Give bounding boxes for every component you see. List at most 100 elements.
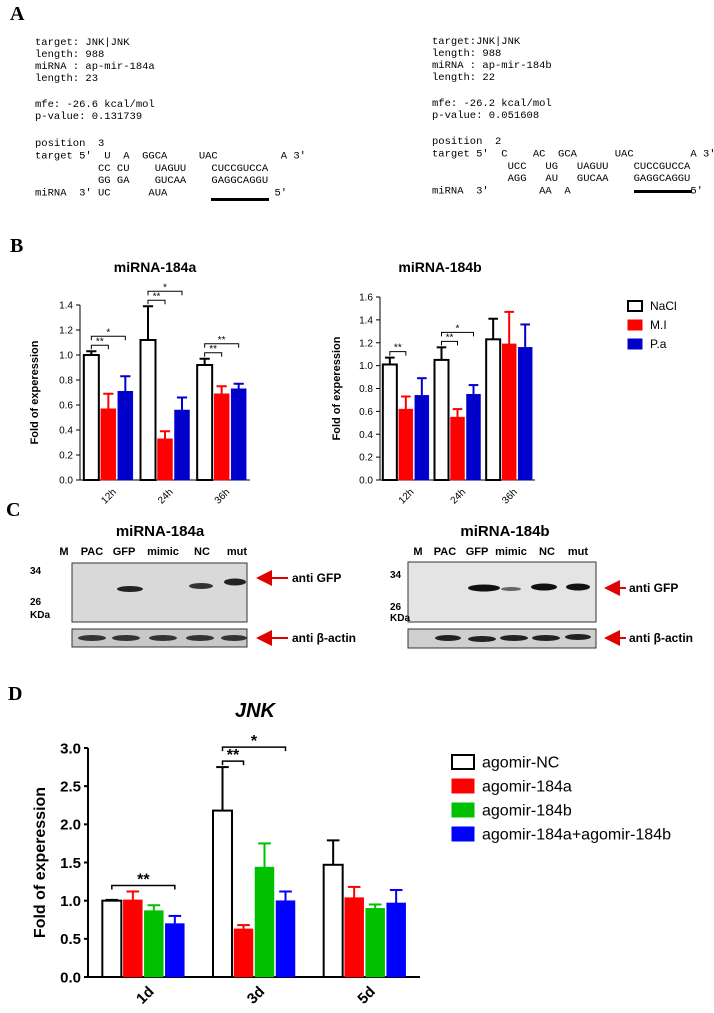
bar bbox=[501, 343, 517, 481]
bar bbox=[230, 388, 247, 481]
bar bbox=[344, 897, 364, 978]
legend-label: agomir-NC bbox=[482, 755, 559, 772]
bar bbox=[196, 364, 214, 481]
lane-label: GFP bbox=[113, 546, 136, 558]
significance-bracket bbox=[204, 352, 223, 357]
x-tick-label: 5d bbox=[354, 983, 378, 1007]
significance-label: * bbox=[163, 282, 167, 293]
bar bbox=[322, 863, 344, 978]
lane-label: PAC bbox=[81, 546, 103, 558]
alignment-line: miRNA 3' UC AUA 5' bbox=[35, 188, 287, 200]
alignment-line: p-value: 0.131739 bbox=[35, 111, 142, 123]
probe-label: anti GFP bbox=[629, 581, 678, 595]
alignment-line: position 2 bbox=[432, 136, 501, 148]
legend-swatch bbox=[451, 754, 475, 770]
bar bbox=[174, 409, 190, 481]
legend-swatch bbox=[627, 300, 643, 312]
alignment-line: length: 988 bbox=[35, 49, 104, 61]
bar bbox=[117, 391, 134, 481]
legend-label: agomir-184a+agomir-184b bbox=[482, 827, 671, 844]
blot-image bbox=[71, 562, 248, 648]
y-axis-label: Fold of experession bbox=[29, 340, 41, 444]
y-tick-label: 1.2 bbox=[359, 338, 373, 349]
lane-label: M bbox=[413, 546, 422, 558]
panel-label: C bbox=[6, 499, 20, 521]
alignment-line: miRNA : ap-mir-184a bbox=[35, 61, 155, 73]
y-axis-label: Fold of experession bbox=[32, 787, 49, 938]
bar bbox=[414, 395, 430, 481]
y-tick-label: 1.0 bbox=[59, 351, 73, 362]
lane-label: mut bbox=[227, 546, 248, 558]
alignment-line: GG GA GUCAA GAGGCAGGU bbox=[35, 175, 268, 187]
arrows bbox=[256, 570, 626, 646]
alignment-line: UCC UG UAGUU CUCCGUCCA bbox=[432, 161, 691, 173]
blot-image bbox=[407, 561, 597, 649]
y-tick-label: 0.0 bbox=[59, 476, 73, 487]
alignment-line: length: 988 bbox=[432, 48, 501, 60]
panel-label: D bbox=[8, 683, 22, 705]
significance-bracket bbox=[204, 343, 240, 348]
alignment-line: AGG AU GUCAA GAGGCAGGU bbox=[432, 173, 690, 185]
y-tick-label: 0.5 bbox=[60, 931, 81, 948]
significance-bracket bbox=[441, 331, 474, 337]
alignment-line: miRNA : ap-mir-184b bbox=[432, 60, 552, 72]
legend-label: agomir-184a bbox=[482, 779, 572, 796]
marker-unit: KDa bbox=[30, 610, 50, 621]
significance-bracket bbox=[111, 884, 176, 890]
x-tick-label: 24h bbox=[449, 487, 469, 507]
lane-label: PAC bbox=[434, 546, 456, 558]
significance-bracket bbox=[90, 335, 126, 341]
y-tick-label: 2.0 bbox=[60, 817, 81, 834]
bar bbox=[485, 338, 502, 481]
significance-bracket bbox=[90, 344, 109, 350]
alignment-line: miRNA 3' AA A 5' bbox=[432, 186, 703, 198]
significance-bracket bbox=[389, 351, 407, 356]
bar bbox=[466, 393, 481, 481]
legend-swatch bbox=[627, 338, 643, 350]
bar bbox=[82, 354, 100, 481]
lane-label: M bbox=[59, 546, 68, 558]
significance-label: ** bbox=[227, 747, 240, 764]
alignment-line: target 5' C AC GCA UAC A 3' bbox=[432, 148, 714, 160]
lane-label: NC bbox=[539, 546, 555, 558]
significance-bracket bbox=[221, 746, 287, 752]
y-tick-label: 1.5 bbox=[60, 855, 81, 872]
bar bbox=[381, 363, 398, 482]
bar bbox=[101, 899, 123, 979]
y-tick-label: 0.4 bbox=[359, 430, 373, 441]
seed-underline bbox=[634, 190, 692, 193]
y-tick-label: 1.4 bbox=[59, 301, 73, 312]
legend-label: NaCl bbox=[650, 299, 677, 313]
x-tick-label: 12h bbox=[397, 487, 417, 507]
y-tick-label: 1.6 bbox=[359, 293, 373, 304]
y-tick-label: 0.4 bbox=[59, 426, 73, 437]
bar bbox=[100, 408, 117, 481]
blot-title: miRNA-184b bbox=[460, 523, 549, 540]
alignment-line: target: JNK|JNK bbox=[35, 37, 130, 49]
bar bbox=[398, 408, 414, 481]
marker-label: 34 bbox=[390, 570, 402, 581]
bar bbox=[517, 347, 533, 481]
bar bbox=[233, 928, 254, 978]
seed-underline bbox=[211, 198, 269, 201]
y-tick-label: 2.5 bbox=[60, 778, 81, 795]
bar bbox=[386, 902, 406, 978]
alignment-line: mfe: -26.2 kcal/mol bbox=[432, 98, 552, 110]
panel-label: B bbox=[10, 235, 23, 257]
panel-label: A bbox=[10, 3, 25, 25]
bar bbox=[450, 416, 465, 481]
x-tick-label: 36h bbox=[500, 487, 520, 507]
y-tick-label: 0.0 bbox=[359, 476, 373, 487]
x-tick-label: 24h bbox=[156, 487, 176, 507]
bar bbox=[433, 358, 450, 481]
legend-label: agomir-184b bbox=[482, 803, 572, 820]
significance-label: * bbox=[106, 327, 110, 338]
y-tick-label: 1.0 bbox=[60, 893, 81, 910]
y-tick-label: 0.2 bbox=[59, 451, 73, 462]
significance-label: ** bbox=[153, 291, 161, 302]
y-tick-label: 1.2 bbox=[59, 326, 73, 337]
alignment-line: CC CU UAGUU CUCCGUCCA bbox=[35, 163, 269, 175]
bar bbox=[139, 339, 157, 481]
y-tick-label: 0.0 bbox=[60, 969, 81, 986]
x-tick-label: 36h bbox=[213, 487, 233, 507]
